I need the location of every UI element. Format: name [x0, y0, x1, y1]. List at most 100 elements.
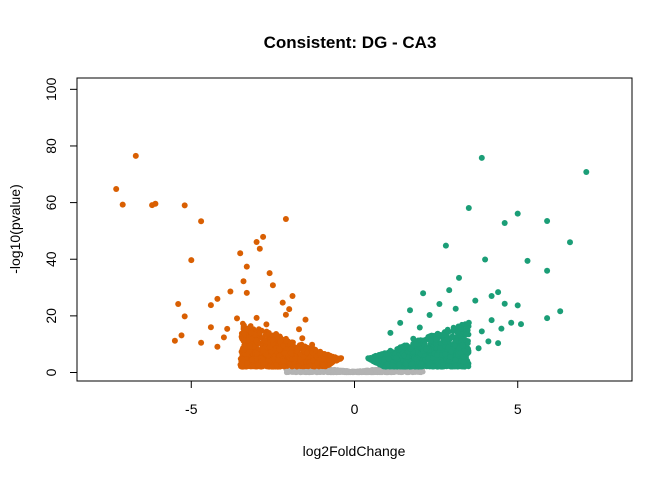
- up-regulated-point: [472, 297, 479, 304]
- up-regulated-point: [445, 344, 452, 351]
- down-regulated-point: [277, 338, 284, 345]
- down-regulated-point: [248, 329, 255, 336]
- y-tick-label: 20: [43, 308, 59, 324]
- down-regulated-point: [247, 323, 254, 329]
- down-regulated-point: [326, 357, 332, 363]
- down-regulated-point: [269, 364, 275, 370]
- down-regulated-point: [304, 349, 310, 356]
- up-regulated-point: [482, 256, 489, 263]
- down-regulated-point: [237, 250, 244, 257]
- down-regulated-point: [262, 337, 268, 344]
- down-regulated-point: [253, 337, 259, 344]
- down-regulated-point: [253, 350, 260, 357]
- down-regulated-point: [243, 263, 250, 270]
- up-regulated-point: [488, 317, 495, 324]
- down-regulated-point: [279, 299, 286, 306]
- up-regulated-point: [397, 319, 404, 326]
- down-regulated-point: [282, 216, 289, 222]
- up-regulated-point: [498, 325, 505, 332]
- up-regulated-point: [441, 332, 447, 339]
- up-regulated-point: [410, 335, 417, 342]
- x-tick-label: -5: [185, 401, 198, 417]
- up-regulated-point: [445, 328, 452, 335]
- up-regulated-point: [544, 267, 551, 274]
- up-regulated-point: [460, 354, 467, 360]
- down-regulated-point: [299, 343, 305, 349]
- up-regulated-point: [437, 345, 443, 352]
- up-regulated-point: [447, 363, 454, 370]
- up-regulated-point: [396, 361, 402, 368]
- down-regulated-point: [290, 342, 296, 349]
- ns-point: [385, 369, 391, 375]
- up-regulated-point: [393, 354, 400, 361]
- up-regulated-point: [444, 335, 451, 342]
- ns-point: [376, 367, 382, 373]
- up-regulated-point: [518, 321, 524, 328]
- up-regulated-point: [495, 340, 502, 347]
- ns-point: [372, 367, 378, 373]
- down-regulated-point: [207, 302, 214, 309]
- down-regulated-point: [309, 341, 316, 348]
- down-regulated-point: [260, 233, 267, 240]
- down-regulated-point: [245, 349, 252, 355]
- down-regulated-point: [240, 278, 247, 285]
- down-regulated-point: [287, 350, 294, 356]
- up-regulated-point: [385, 356, 392, 362]
- down-regulated-point: [132, 152, 139, 159]
- down-regulated-point: [207, 324, 214, 331]
- up-regulated-point: [434, 352, 440, 359]
- down-regulated-point: [257, 330, 263, 336]
- up-regulated-point: [508, 319, 515, 326]
- down-regulated-point: [220, 334, 227, 341]
- down-regulated-point: [314, 360, 320, 367]
- significant-points: [113, 152, 590, 370]
- down-regulated-point: [292, 356, 298, 362]
- down-regulated-point: [253, 239, 260, 245]
- up-regulated-point: [450, 328, 456, 335]
- up-regulated-point: [446, 287, 453, 294]
- up-regulated-point: [465, 205, 472, 211]
- up-regulated-point: [435, 330, 441, 337]
- up-regulated-point: [440, 362, 447, 368]
- up-regulated-point: [485, 338, 492, 345]
- up-regulated-point: [387, 347, 394, 354]
- down-regulated-point: [181, 202, 188, 209]
- ns-point: [314, 368, 320, 374]
- up-regulated-point: [452, 342, 458, 349]
- ns-point: [359, 369, 365, 375]
- down-regulated-point: [282, 311, 289, 318]
- up-regulated-point: [404, 342, 410, 349]
- up-regulated-point: [427, 338, 434, 344]
- up-regulated-point: [583, 169, 590, 175]
- up-regulated-point: [436, 301, 443, 307]
- up-regulated-point: [401, 352, 407, 359]
- down-regulated-point: [269, 337, 276, 343]
- up-regulated-point: [377, 351, 384, 358]
- down-regulated-point: [119, 201, 126, 208]
- plot-frame: [76, 77, 633, 382]
- up-regulated-point: [420, 290, 427, 297]
- down-regulated-point: [320, 362, 326, 368]
- down-regulated-point: [266, 330, 272, 336]
- up-regulated-point: [465, 340, 471, 347]
- up-regulated-point: [501, 220, 508, 226]
- up-regulated-point: [403, 361, 409, 368]
- up-regulated-point: [433, 336, 440, 343]
- up-regulated-point: [452, 363, 458, 370]
- down-regulated-point: [296, 356, 303, 363]
- down-regulated-point: [188, 257, 195, 264]
- up-regulated-point: [475, 345, 482, 352]
- ns-point: [364, 368, 370, 374]
- down-regulated-point: [214, 343, 221, 350]
- down-regulated-point: [299, 335, 306, 342]
- up-regulated-point: [459, 342, 466, 349]
- down-regulated-point: [241, 347, 247, 353]
- up-regulated-point: [460, 359, 467, 365]
- down-regulated-point: [294, 346, 300, 352]
- down-regulated-point: [239, 356, 246, 363]
- up-regulated-point: [544, 315, 551, 322]
- down-regulated-point: [175, 301, 182, 307]
- down-regulated-point: [249, 356, 255, 363]
- down-regulated-point: [295, 363, 302, 369]
